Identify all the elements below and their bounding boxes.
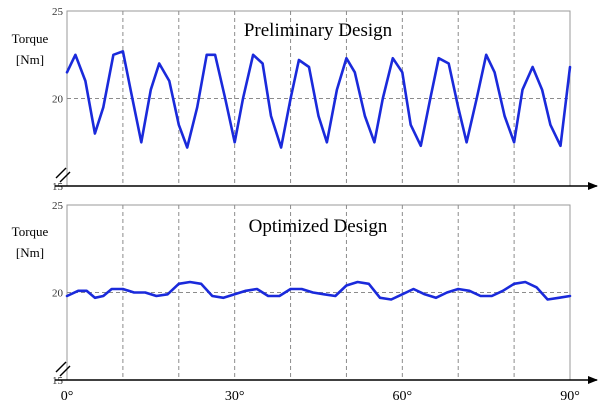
torque-series-line xyxy=(65,280,572,301)
x-tick-label: 30° xyxy=(225,389,245,404)
x-tick-label: 90° xyxy=(560,389,580,404)
y-tick-label: 20 xyxy=(52,288,64,300)
axis-break-mark xyxy=(59,171,71,183)
axis-break-mark xyxy=(55,361,67,373)
y-tick-label: 15 xyxy=(52,375,64,387)
x-tick-label: 60° xyxy=(393,389,413,404)
chart-title: Preliminary Design xyxy=(244,20,393,41)
y-axis-unit: [Nm] xyxy=(16,245,44,260)
y-tick-label: 20 xyxy=(52,94,64,106)
y-axis-label: Torque xyxy=(12,224,49,239)
y-axis-label: Torque xyxy=(12,31,49,46)
chart-panel-1: 25 20 15 Torque [Nm] Preliminary Design xyxy=(12,6,598,193)
chart-title: Optimized Design xyxy=(249,216,388,237)
y-tick-label: 25 xyxy=(52,200,64,212)
y-tick-label: 15 xyxy=(52,181,64,193)
torque-series-line xyxy=(65,50,572,149)
axis-break-mark xyxy=(55,167,67,179)
chart-panel-2: 25 20 15 Torque [Nm] Optimized Design 0° 30° 60°… xyxy=(12,200,598,404)
axis-break-mark xyxy=(59,365,71,377)
y-axis-unit: [Nm] xyxy=(16,52,44,67)
x-tick-label: 0° xyxy=(61,389,74,404)
plot-frame xyxy=(66,10,571,187)
y-tick-label: 25 xyxy=(52,6,64,18)
